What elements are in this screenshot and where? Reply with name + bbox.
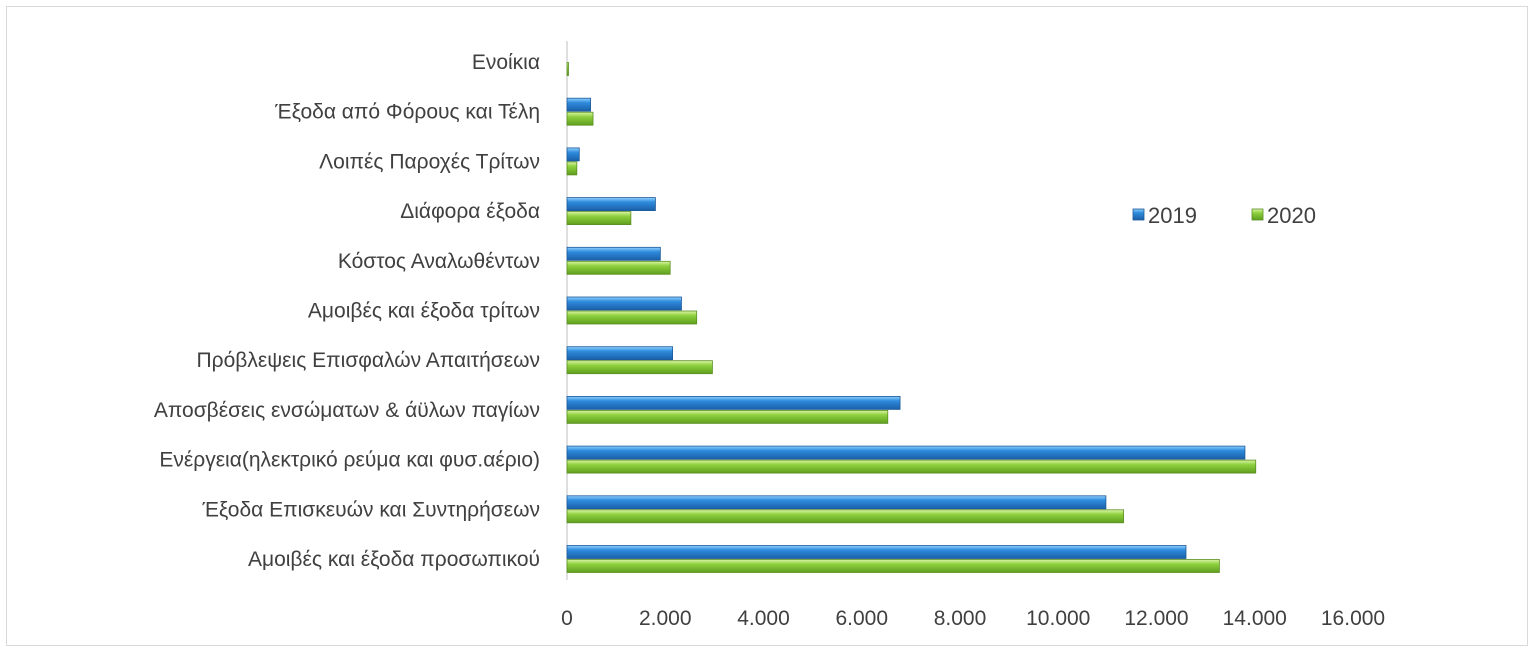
x-tick-labels: 0 2.000 4.000 6.000 8.000 10.000 12.000 14.000 1…: [561, 607, 1385, 630]
category-labels: Ενοίκια Έξοδα από Φόρους και Τέλη Λοιπές Π…: [154, 51, 540, 571]
x-tick-label: 4.000: [737, 607, 790, 630]
bar-2019: [566, 395, 901, 410]
bar-2020: [566, 62, 569, 76]
category-label: Αποσβέσεις ενσώματων & άϋλων παγίων: [154, 399, 540, 422]
bar-2019: [566, 346, 674, 361]
legend-label-2020: 2020: [1267, 203, 1316, 228]
category-label: Ενέργεια(ηλεκτρικό ρεύμα και φυσ.αέριο): [159, 449, 540, 472]
x-tick-label: 2.000: [639, 607, 692, 630]
category-label: Πρόβλεψεις Επισφαλών Απαιτήσεων: [196, 349, 540, 372]
bar-2019: [566, 495, 1107, 510]
category-label: Αμοιβές και έξοδα προσωπικού: [248, 548, 540, 571]
bar-2019: [566, 545, 1187, 559]
bar-2020: [566, 459, 1257, 474]
legend: 2019 2020: [1132, 203, 1316, 228]
x-tick-label: 0: [561, 607, 573, 630]
bar-2019: [566, 445, 1246, 460]
category-label: Κόστος Αναλωθέντων: [338, 250, 540, 273]
category-label: Διάφορα έξοδα: [400, 200, 540, 223]
bar-2020: [566, 161, 578, 176]
bars-layer: [566, 62, 1257, 573]
bar-2020: [566, 211, 632, 226]
category-label: Λοιπές Παροχές Τρίτων: [319, 150, 540, 173]
chart-frame: [6, 6, 1528, 646]
bar-2020: [566, 509, 1124, 524]
category-label: Έξοδα Επισκευών και Συντηρήσεων: [201, 498, 540, 521]
bar-2020: [566, 310, 698, 325]
x-tick-label: 10.000: [1026, 607, 1090, 630]
x-tick-label: 8.000: [934, 607, 987, 630]
x-tick-label: 14.000: [1223, 607, 1287, 630]
bar-2020: [566, 409, 889, 424]
legend-swatch-2020: [1251, 208, 1264, 221]
x-tick-label: 16.000: [1321, 607, 1385, 630]
bar-2019: [566, 97, 591, 112]
x-tick-label: 6.000: [835, 607, 888, 630]
bar-2020: [566, 360, 713, 375]
bar-2019: [566, 246, 661, 261]
bar-2020: [566, 559, 1220, 573]
bar-2020: [566, 111, 594, 126]
category-label: Αμοιβές και έξοδα τρίτων: [308, 300, 540, 323]
legend-swatch-2019: [1132, 208, 1145, 221]
category-label: Έξοδα από Φόρους και Τέλη: [274, 101, 540, 124]
x-tick-label: 12.000: [1124, 607, 1188, 630]
legend-label-2019: 2019: [1148, 203, 1197, 228]
bar-2019: [566, 147, 580, 162]
category-label: Ενοίκια: [472, 51, 540, 74]
bar-2019: [566, 197, 656, 212]
bar-2020: [566, 260, 671, 275]
bar-2019: [566, 296, 682, 311]
